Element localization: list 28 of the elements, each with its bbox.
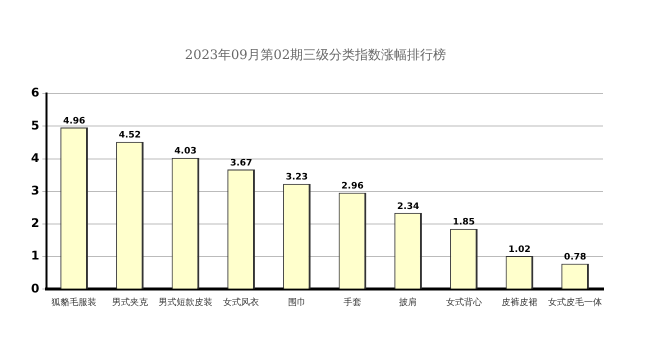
chart-title: 2023年09月第02期三级分类指数涨幅排行榜 <box>184 48 446 64</box>
x-tick-label: 皮裤皮裙 <box>502 296 538 308</box>
x-tick-label: 女式风衣 <box>223 296 260 308</box>
y-tick-label: 4 <box>30 150 40 165</box>
data-label: 4.96 <box>63 116 86 126</box>
data-label: 1.85 <box>452 218 475 228</box>
data-label: 2.96 <box>341 182 364 192</box>
y-tick-label: 5 <box>30 118 40 132</box>
x-tick-label: 女式皮毛一体 <box>548 296 602 308</box>
y-tick-label: 0 <box>30 281 40 296</box>
x-tick-label: 围巾 <box>288 296 306 308</box>
data-label: 3.67 <box>230 158 252 168</box>
data-label: 2.34 <box>397 202 420 212</box>
x-tick-label: 狐貉毛服装 <box>52 296 97 308</box>
data-label: 0.78 <box>564 252 586 263</box>
y-tick-label: 2 <box>30 216 40 230</box>
y-tick-label: 3 <box>30 184 40 198</box>
x-tick-label: 手套 <box>344 296 362 308</box>
x-tick-label: 男式夹克 <box>112 296 148 308</box>
x-tick-label: 男式短款皮装 <box>158 296 213 308</box>
y-tick-label: 6 <box>30 86 40 100</box>
y-tick-label: 1 <box>30 248 40 263</box>
data-label: 1.02 <box>508 244 531 255</box>
data-label: 4.52 <box>118 130 141 141</box>
x-tick-label: 披肩 <box>399 296 418 308</box>
data-label: 3.23 <box>286 172 308 183</box>
data-label: 4.03 <box>174 146 197 157</box>
x-tick-label: 女式背心 <box>446 296 482 308</box>
